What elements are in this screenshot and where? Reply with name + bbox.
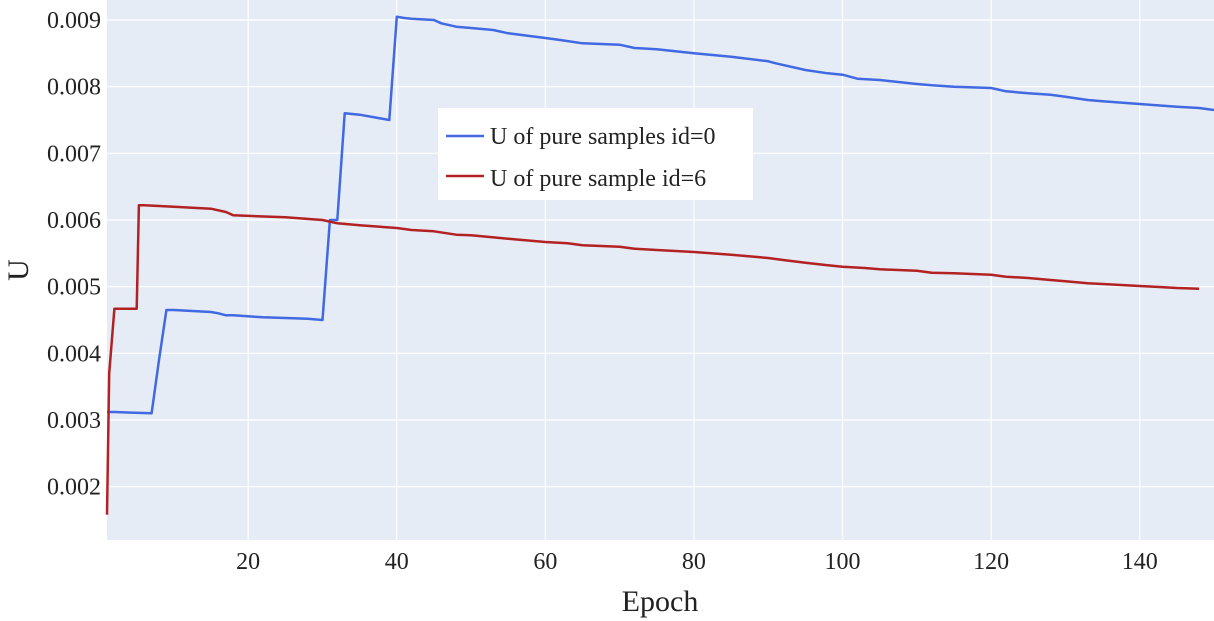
y-tick-label: 0.005 — [47, 275, 101, 301]
x-tick-label: 100 — [825, 549, 861, 575]
series-layer — [105, 15, 1214, 515]
y-tick-label: 0.002 — [47, 475, 101, 501]
plot-background — [107, 0, 1214, 540]
y-tick-label: 0.006 — [47, 208, 101, 234]
x-tick-label: 120 — [973, 549, 1009, 575]
y-tick-label: 0.007 — [47, 141, 101, 167]
y-tick-label: 0.003 — [47, 408, 101, 434]
x-tick-labels: 20 40 60 80 100 120 140 — [236, 549, 1158, 575]
y-tick-label: 0.008 — [47, 75, 101, 101]
x-grid — [247, 0, 1141, 540]
series-line-0 — [107, 15, 1214, 415]
x-tick-label: 140 — [1122, 549, 1158, 575]
legend-box — [438, 108, 753, 200]
x-axis-title: Epoch — [622, 585, 699, 618]
y-axis-title: U — [2, 259, 35, 281]
y-tick-labels: 0.002 0.003 0.004 0.005 0.006 0.007 0.008 0.009 — [47, 8, 101, 501]
x-tick-label: 80 — [682, 549, 706, 575]
x-tick-label: 40 — [385, 549, 409, 575]
y-tick-label: 0.004 — [47, 341, 101, 367]
x-tick-label: 60 — [533, 549, 557, 575]
series-line-1 — [105, 204, 1200, 515]
legend-label-series-0: U of pure samples id=0 — [490, 124, 716, 150]
x-tick-label: 20 — [236, 549, 260, 575]
y-tick-label: 0.009 — [47, 8, 101, 34]
legend: U of pure samples id=0 U of pure sample … — [438, 108, 753, 200]
legend-label-series-1: U of pure sample id=6 — [490, 166, 706, 192]
